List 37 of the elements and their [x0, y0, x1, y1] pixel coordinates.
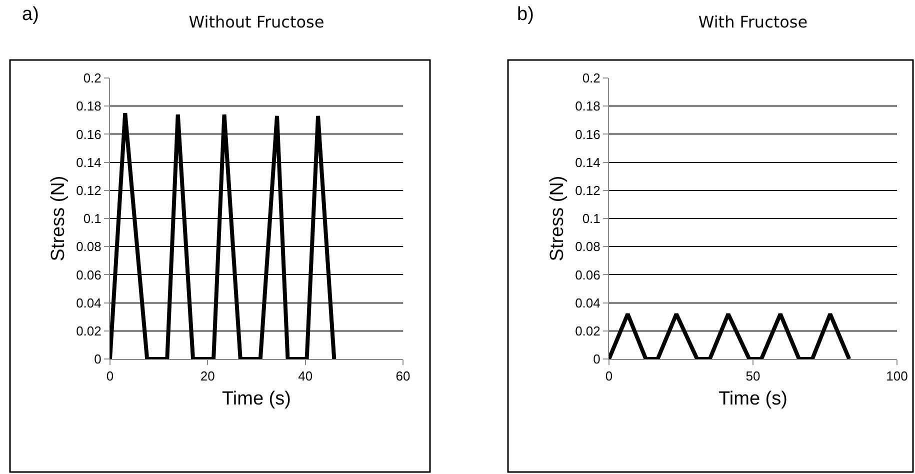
y-tick-label: 0.18 [76, 98, 102, 114]
text: a) [22, 4, 39, 25]
y-tick-label: 0.04 [76, 295, 102, 310]
x-tick-label: 0 [106, 368, 114, 384]
x-tick-label: 0 [605, 368, 613, 384]
y-tick-label: 0.18 [575, 98, 600, 114]
x-tick-label: 40 [298, 368, 313, 384]
y-tick-label: 0.2 [582, 70, 600, 86]
x-tick-label: 100 [886, 368, 908, 384]
y-tick-label: 0.02 [575, 323, 600, 338]
chart-title: Without Fructose [188, 12, 324, 32]
x-axis-title: Time (s) [222, 388, 291, 410]
x-tick-label: 50 [746, 368, 760, 384]
y-tick-label: 0.16 [76, 126, 102, 142]
y-tick-label: 0.06 [76, 267, 102, 282]
y-tick-label: 0.08 [575, 239, 600, 254]
y-tick-label: 0.16 [575, 126, 600, 142]
x-tick-label: 20 [200, 368, 215, 384]
y-tick-label: 0 [94, 352, 102, 367]
y-tick-label: 0.12 [575, 182, 600, 198]
x-tick-label: 60 [396, 368, 410, 384]
chart-title: With Fructose [698, 12, 808, 32]
y-tick-label: 0.1 [83, 211, 102, 226]
y-tick-label: 0.06 [575, 267, 600, 282]
y-tick-label: 0.12 [76, 182, 102, 198]
y-tick-label: 0.1 [582, 211, 600, 226]
y-tick-label: 0 [593, 352, 600, 367]
y-tick-label: 0.08 [76, 239, 102, 254]
y-tick-label: 0.14 [76, 154, 102, 170]
y-tick-label: 0.14 [575, 154, 600, 170]
y-tick-label: 0.2 [83, 70, 102, 86]
text: b) [517, 4, 534, 25]
x-axis-title: Time (s) [718, 388, 788, 410]
y-axis-title: Stress (N) [546, 176, 568, 262]
y-tick-label: 0.04 [575, 295, 600, 310]
y-tick-label: 0.02 [76, 323, 102, 338]
y-axis-title: Stress (N) [48, 176, 69, 262]
